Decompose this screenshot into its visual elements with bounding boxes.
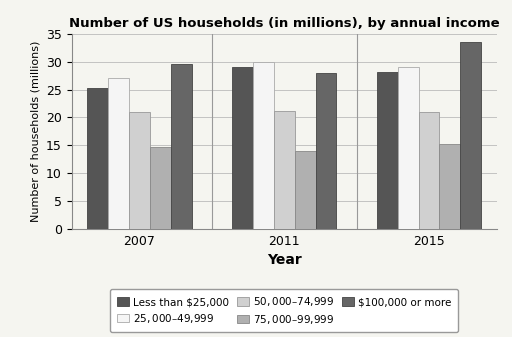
Legend: Less than $25,000, $25,000–$49,999, $50,000–$74,999, $75,000–$99,999, $100,000 o: Less than $25,000, $25,000–$49,999, $50,…: [111, 289, 458, 332]
Bar: [294, 151, 315, 229]
Bar: [253, 62, 274, 229]
Bar: [87, 88, 108, 229]
Bar: [315, 73, 336, 229]
Bar: [419, 112, 439, 229]
Bar: [460, 42, 481, 229]
Bar: [398, 67, 419, 229]
Bar: [274, 111, 294, 229]
Bar: [129, 112, 150, 229]
Bar: [377, 72, 398, 229]
X-axis label: Year: Year: [267, 253, 302, 267]
Bar: [232, 67, 253, 229]
Bar: [170, 64, 191, 229]
Y-axis label: Number of households (millions): Number of households (millions): [31, 41, 40, 222]
Title: Number of US households (in millions), by annual income: Number of US households (in millions), b…: [69, 17, 500, 30]
Bar: [108, 79, 129, 229]
Bar: [439, 144, 460, 229]
Bar: [150, 147, 170, 229]
